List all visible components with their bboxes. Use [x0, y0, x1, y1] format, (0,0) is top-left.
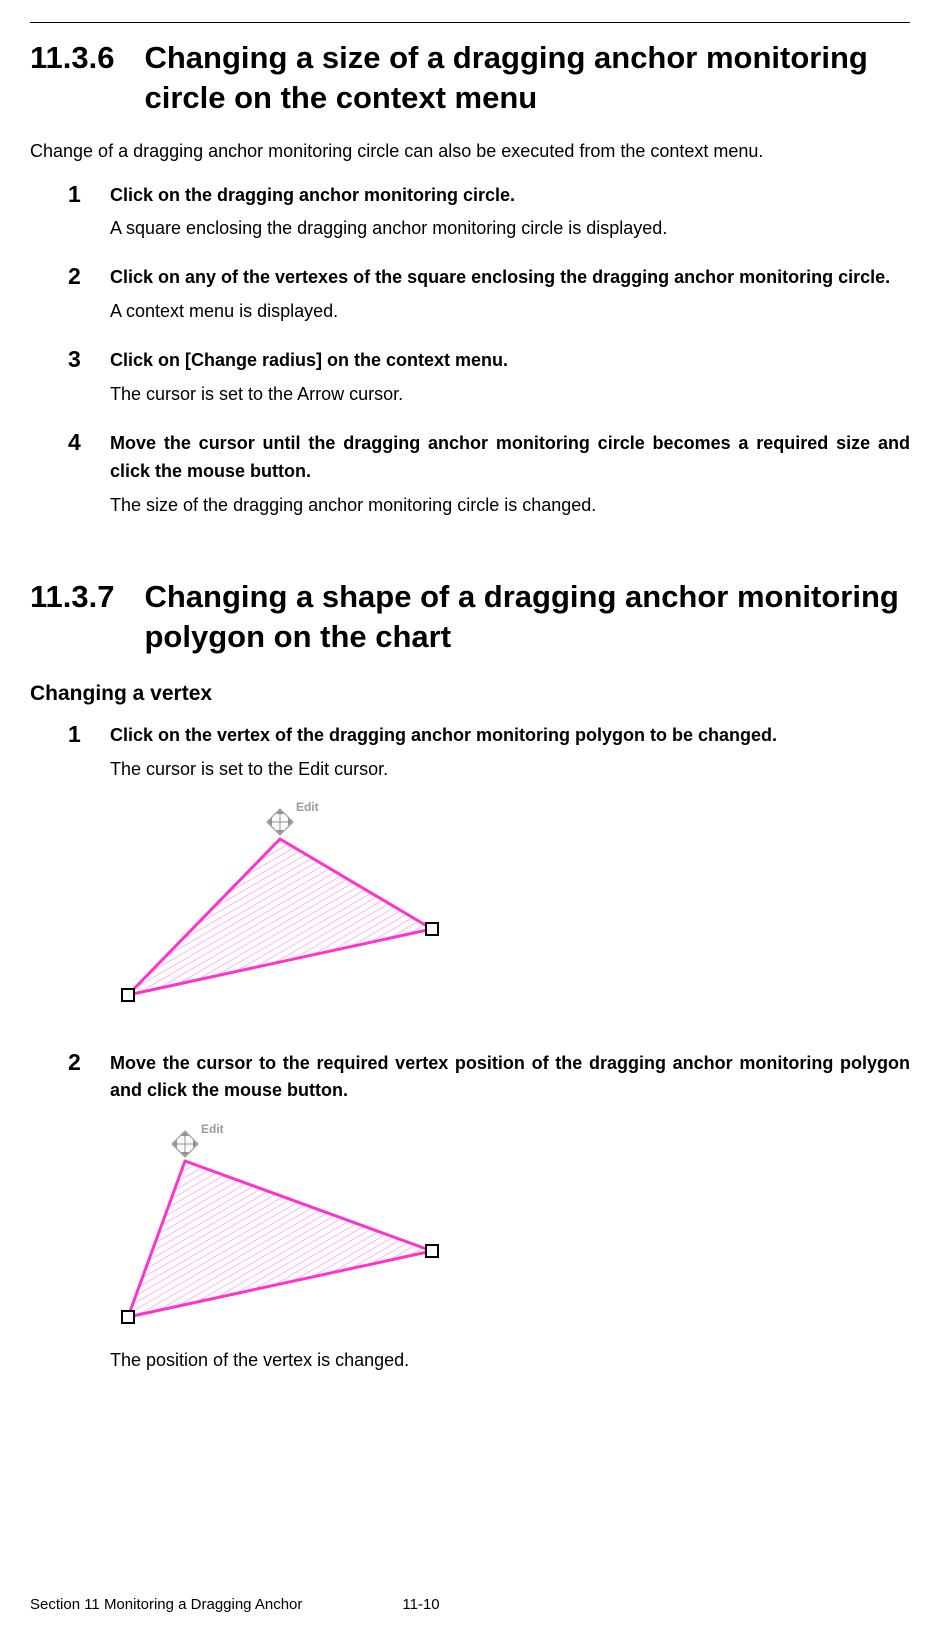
step-number: 2: [68, 264, 88, 288]
step-number: 4: [68, 430, 88, 454]
subsection-heading: Changing a vertex: [30, 682, 910, 706]
step-title: Move the cursor until the dragging ancho…: [110, 430, 910, 486]
polygon-figure-1: Edit: [110, 801, 440, 1006]
step-desc: The size of the dragging anchor monitori…: [110, 492, 910, 519]
section-number: 11.3.6: [30, 38, 114, 119]
step-desc: A square enclosing the dragging anchor m…: [110, 215, 910, 242]
figure-polygon-after: Edit: [110, 1123, 910, 1328]
step: 1 Click on the vertex of the dragging an…: [68, 722, 910, 1028]
step: 3 Click on [Change radius] on the contex…: [68, 347, 910, 408]
page: 11.3.6 Changing a size of a dragging anc…: [0, 22, 940, 1638]
section-heading-1136: 11.3.6 Changing a size of a dragging anc…: [30, 38, 910, 119]
top-rule: [30, 22, 910, 23]
step-desc: The position of the vertex is changed.: [110, 1350, 910, 1371]
step-desc: The cursor is set to the Edit cursor.: [110, 756, 910, 783]
figure-polygon-before: Edit: [110, 801, 910, 1006]
step-title: Click on the dragging anchor monitoring …: [110, 182, 910, 210]
step: 4 Move the cursor until the dragging anc…: [68, 430, 910, 519]
section-heading-1137: 11.3.7 Changing a shape of a dragging an…: [30, 577, 910, 658]
step: 2 Click on any of the vertexes of the sq…: [68, 264, 910, 325]
section-title: Changing a size of a dragging anchor mon…: [144, 38, 910, 119]
step-number: 3: [68, 347, 88, 371]
svg-text:Edit: Edit: [201, 1123, 224, 1136]
step-desc: The cursor is set to the Arrow cursor.: [110, 381, 910, 408]
step: 1 Click on the dragging anchor monitorin…: [68, 182, 910, 243]
step: 2 Move the cursor to the required vertex…: [68, 1050, 910, 1372]
footer-section: Section 11 Monitoring a Dragging Anchor: [30, 1596, 332, 1613]
step-number: 1: [68, 722, 88, 746]
step-number: 1: [68, 182, 88, 206]
section-number: 11.3.7: [30, 577, 114, 658]
footer-page: 11-10: [332, 1596, 910, 1613]
step-desc: A context menu is displayed.: [110, 298, 910, 325]
step-title: Move the cursor to the required vertex p…: [110, 1050, 910, 1106]
steps-list-1137: 1 Click on the vertex of the dragging an…: [68, 722, 910, 1372]
step-title: Click on any of the vertexes of the squa…: [110, 264, 910, 292]
step-title: Click on the vertex of the dragging anch…: [110, 722, 910, 750]
step-number: 2: [68, 1050, 88, 1074]
page-footer: Section 11 Monitoring a Dragging Anchor …: [30, 1596, 910, 1613]
polygon-figure-2: Edit: [110, 1123, 440, 1328]
section-intro: Change of a dragging anchor monitoring c…: [30, 141, 910, 162]
steps-list-1136: 1 Click on the dragging anchor monitorin…: [68, 182, 910, 519]
step-title: Click on [Change radius] on the context …: [110, 347, 910, 375]
section-title: Changing a shape of a dragging anchor mo…: [144, 577, 910, 658]
svg-text:Edit: Edit: [296, 801, 319, 814]
